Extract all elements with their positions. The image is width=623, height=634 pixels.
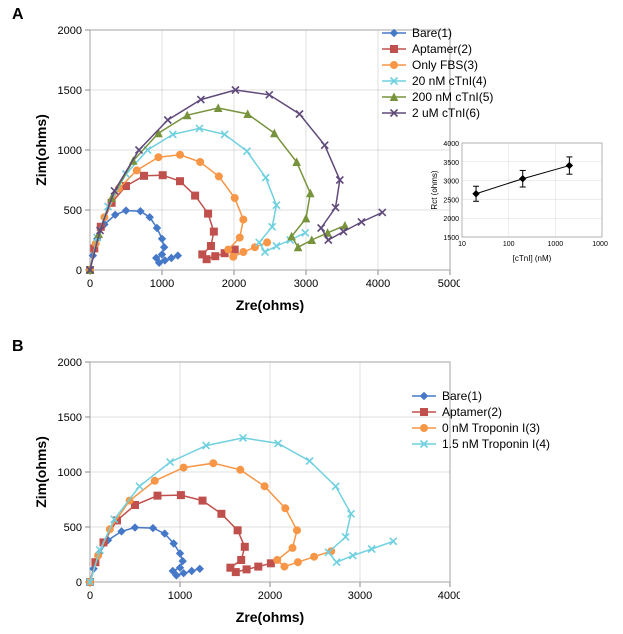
svg-text:0: 0 (87, 590, 93, 602)
legend-label: 20 nM cTnI(4) (412, 74, 487, 88)
legend-label: 0 nM Troponin I(3) (442, 421, 540, 435)
legend-label: Bare(1) (412, 26, 452, 40)
svg-text:2000: 2000 (58, 357, 82, 369)
svg-text:5000: 5000 (438, 278, 460, 290)
svg-text:0: 0 (76, 577, 82, 589)
svg-text:Zre(ohms): Zre(ohms) (236, 297, 304, 313)
panel-a-legend: Bare(1) Aptamer(2) Only FBS(3) 20 nM cTnI(4… (380, 25, 610, 121)
svg-text:2500: 2500 (443, 197, 459, 204)
legend-label: Only FBS(3) (412, 58, 478, 72)
svg-text:3500: 3500 (443, 160, 459, 167)
svg-text:1000: 1000 (58, 467, 82, 479)
svg-text:Zim(ohms): Zim(ohms) (33, 436, 49, 508)
svg-text:10: 10 (458, 241, 466, 248)
legend-item: Bare(1) (380, 25, 610, 41)
panel-a-inset-chart: 1500 2000 2500 3000 3500 4000 10 100 1000 10000 [c… (428, 135, 608, 265)
svg-text:500: 500 (64, 205, 82, 217)
legend-label: 2 uM cTnI(6) (412, 106, 480, 120)
svg-text:1500: 1500 (58, 412, 82, 424)
legend-label: Aptamer(2) (412, 42, 472, 56)
svg-text:500: 500 (64, 522, 82, 534)
svg-text:2000: 2000 (443, 216, 459, 223)
legend-item: 200 nM cTnI(5) (380, 89, 610, 105)
svg-text:2000: 2000 (58, 25, 82, 37)
legend-label: Aptamer(2) (442, 405, 502, 419)
svg-text:1500: 1500 (443, 235, 459, 242)
svg-text:4000: 4000 (366, 278, 390, 290)
legend-item: 0 nM Troponin I(3) (410, 420, 620, 436)
legend-label: 200 nM cTnI(5) (412, 90, 493, 104)
svg-text:3000: 3000 (443, 179, 459, 186)
svg-text:3000: 3000 (348, 590, 372, 602)
panel-b-label: B (12, 338, 24, 356)
legend-item: 20 nM cTnI(4) (380, 73, 610, 89)
legend-item: Bare(1) (410, 388, 620, 404)
legend-item: Only FBS(3) (380, 57, 610, 73)
svg-text:2000: 2000 (222, 278, 246, 290)
svg-text:1000: 1000 (548, 241, 564, 248)
svg-text:1000: 1000 (58, 145, 82, 157)
svg-text:1000: 1000 (168, 590, 192, 602)
svg-text:[cTnI] (nM): [cTnI] (nM) (513, 254, 552, 263)
svg-text:0: 0 (76, 265, 82, 277)
svg-text:Rct (ohms): Rct (ohms) (430, 170, 439, 209)
svg-text:4000: 4000 (443, 141, 459, 148)
svg-text:0: 0 (87, 278, 93, 290)
panel-a-label: A (12, 6, 24, 24)
svg-text:2000: 2000 (258, 590, 282, 602)
legend-label: Bare(1) (442, 389, 482, 403)
svg-text:Zim(ohms): Zim(ohms) (33, 114, 49, 186)
legend-item: 2 uM cTnI(6) (380, 105, 610, 121)
panel-b-legend: Bare(1) Aptamer(2) 0 nM Troponin I(3) 1.5 n… (410, 388, 620, 452)
legend-item: 1.5 nM Troponin I(4) (410, 436, 620, 452)
panel-b-chart: 0 1000 2000 3000 4000 0 500 1000 1500 2000 Zre(ohm… (30, 352, 460, 632)
figure-page: { "panelA": { "label": "A", "chart": { "… (0, 0, 623, 634)
svg-text:3000: 3000 (294, 278, 318, 290)
svg-text:Zre(ohms): Zre(ohms) (236, 609, 304, 625)
svg-text:100: 100 (503, 241, 515, 248)
svg-text:10000: 10000 (592, 241, 608, 248)
legend-item: Aptamer(2) (410, 404, 620, 420)
svg-text:1000: 1000 (150, 278, 174, 290)
legend-item: Aptamer(2) (380, 41, 610, 57)
svg-text:1500: 1500 (58, 85, 82, 97)
legend-label: 1.5 nM Troponin I(4) (442, 437, 550, 451)
svg-text:4000: 4000 (438, 590, 460, 602)
